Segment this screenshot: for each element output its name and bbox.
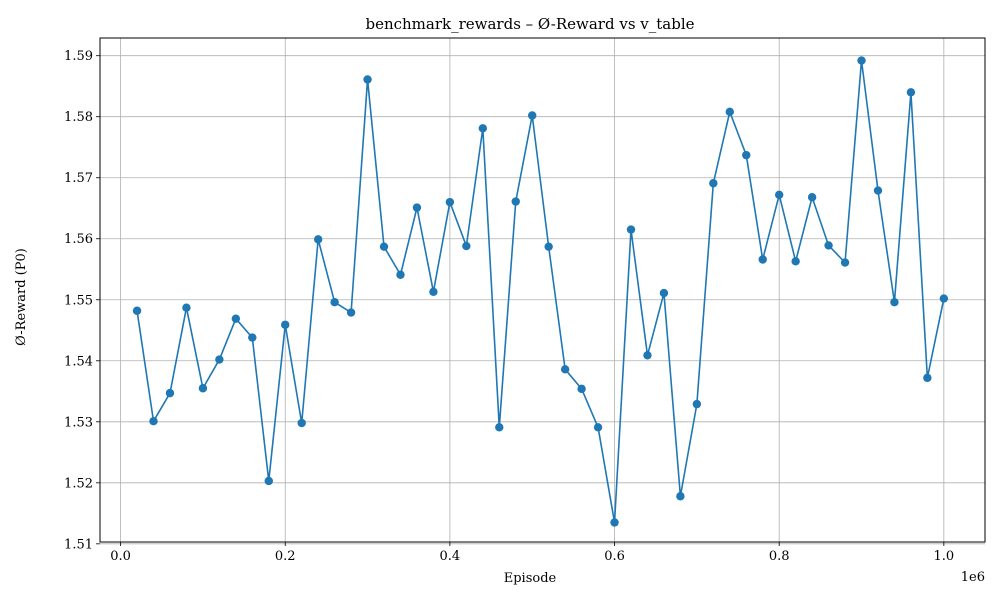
x-axis-label: Episode xyxy=(504,571,557,586)
chart-title: benchmark_rewards – Ø-Reward vs v_table xyxy=(365,15,694,33)
data-point xyxy=(412,203,422,212)
x-tick-label: 0.8 xyxy=(769,549,790,564)
data-point xyxy=(742,150,751,160)
data-point xyxy=(725,107,734,117)
data-point xyxy=(857,56,866,65)
data-series xyxy=(132,56,949,527)
y-tick-label: 1.51 xyxy=(64,537,93,552)
data-point xyxy=(560,365,570,374)
x-axis-offset-label: 1e6 xyxy=(961,570,985,585)
data-point xyxy=(182,303,191,312)
data-point xyxy=(643,351,652,360)
data-point xyxy=(758,255,767,264)
data-point xyxy=(659,288,669,298)
data-point xyxy=(396,270,405,279)
data-point xyxy=(215,355,224,364)
data-point xyxy=(495,423,504,432)
data-point xyxy=(873,186,883,195)
plot-frame xyxy=(99,37,986,543)
y-tick-label: 1.52 xyxy=(64,476,93,491)
data-point xyxy=(297,418,306,428)
series-line xyxy=(136,59,945,524)
data-point xyxy=(923,373,932,383)
data-point xyxy=(626,225,636,234)
data-point xyxy=(445,197,455,207)
y-axis-label: Ø-Reward (P0) xyxy=(14,248,29,346)
data-point xyxy=(149,416,158,426)
data-point xyxy=(577,384,586,394)
data-point xyxy=(429,287,438,297)
data-point xyxy=(264,476,273,486)
x-tick-label: 0.2 xyxy=(275,549,296,564)
data-point xyxy=(379,242,389,251)
y-tick-label: 1.57 xyxy=(64,171,93,186)
y-tick-label: 1.55 xyxy=(64,293,93,308)
data-point xyxy=(132,306,142,315)
data-point xyxy=(462,241,471,251)
y-tick-label: 1.58 xyxy=(64,110,93,125)
y-axis-ticks: 1.51 1.52 1.53 1.54 1.55 1.56 1.57 1.58 1.59 xyxy=(64,49,100,552)
x-tick-label: 0.4 xyxy=(440,549,461,564)
y-tick-label: 1.59 xyxy=(64,49,93,64)
data-point xyxy=(330,298,339,307)
data-point xyxy=(807,193,817,202)
data-point xyxy=(511,197,520,206)
data-point xyxy=(824,241,833,250)
data-point xyxy=(313,235,323,244)
data-point xyxy=(346,308,356,317)
x-axis-ticks: 0.0 0.2 0.4 0.6 0.8 1.0 xyxy=(110,542,954,564)
data-point xyxy=(231,314,241,323)
x-tick-label: 0.0 xyxy=(110,549,131,564)
data-point xyxy=(906,88,916,97)
data-point xyxy=(198,384,208,393)
data-point xyxy=(248,333,257,342)
y-tick-label: 1.53 xyxy=(64,415,93,430)
x-tick-label: 1.0 xyxy=(933,549,954,564)
data-point xyxy=(939,294,949,303)
data-point xyxy=(676,492,685,501)
data-point xyxy=(363,75,372,84)
grid-lines xyxy=(100,38,985,545)
y-tick-label: 1.54 xyxy=(64,354,93,369)
data-point xyxy=(610,518,619,527)
data-point xyxy=(478,124,488,133)
data-point xyxy=(774,190,784,200)
data-point xyxy=(791,257,800,266)
data-point xyxy=(281,320,290,329)
data-point xyxy=(528,111,537,120)
data-point xyxy=(593,423,603,432)
data-point xyxy=(840,258,850,267)
data-point xyxy=(165,388,175,398)
data-point xyxy=(692,399,702,409)
y-tick-label: 1.56 xyxy=(64,232,93,247)
x-tick-label: 0.6 xyxy=(604,549,625,564)
data-point xyxy=(709,179,718,188)
data-point xyxy=(890,298,899,307)
data-point xyxy=(544,242,553,251)
